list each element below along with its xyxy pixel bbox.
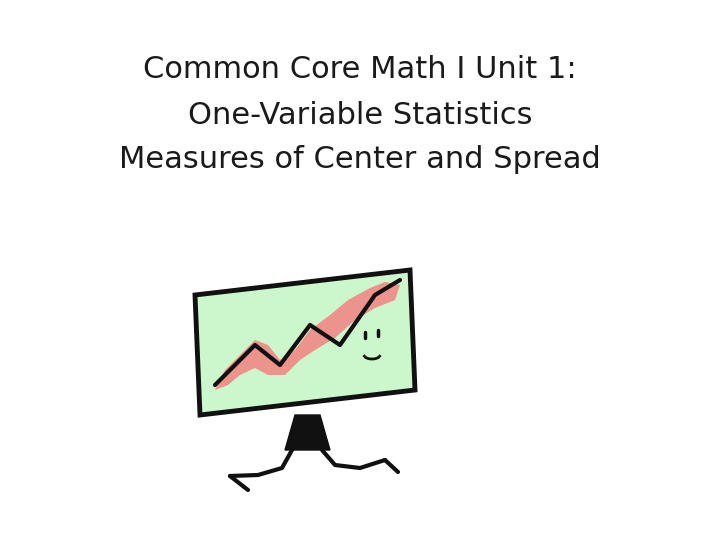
Text: Measures of Center and Spread: Measures of Center and Spread	[119, 145, 601, 174]
Polygon shape	[215, 282, 400, 390]
Text: One-Variable Statistics: One-Variable Statistics	[188, 100, 532, 130]
Polygon shape	[195, 270, 415, 415]
Polygon shape	[285, 415, 330, 450]
Text: Common Core Math I Unit 1:: Common Core Math I Unit 1:	[143, 56, 577, 84]
